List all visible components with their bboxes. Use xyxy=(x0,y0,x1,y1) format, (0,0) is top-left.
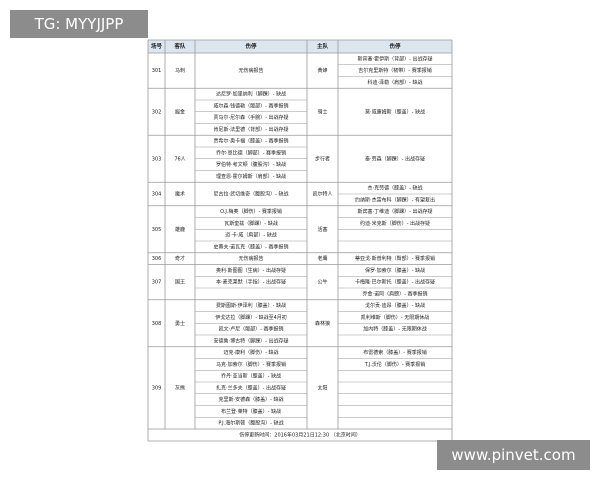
game-no: 302 xyxy=(152,109,162,115)
home-team: 森林狼 xyxy=(315,320,330,327)
home-team: 活塞 xyxy=(317,226,327,233)
injury: 威尔森·钱德勒（髋部）- 赛季报销 xyxy=(214,102,289,109)
header-cell: 伤停 xyxy=(244,42,257,50)
injury: 理查恩·霍尔姆斯（肩部）- 缺战 xyxy=(216,173,286,180)
header-bg xyxy=(148,40,452,53)
away-team: 奇才 xyxy=(175,255,185,262)
injury: 约纳斯·杰雷布科（脚踝）- 有望复出 xyxy=(355,196,435,203)
injury: 扎克·兰多夫（膝盖）- 出战存疑 xyxy=(216,384,286,391)
injury: 迈克·康利（脚伤）- 缺战 xyxy=(224,349,279,356)
injury: 本·麦克莱默（手指）- 出战存疑 xyxy=(216,279,286,286)
away-team: 马刺 xyxy=(175,67,185,74)
injury: 布雷德索（膝盖）- 赛季报销 xyxy=(363,349,426,356)
injury: 瓦斯奎兹（脚踝）- 缺战 xyxy=(224,220,277,227)
home-team: 老鹰 xyxy=(317,255,327,262)
injury: O.J.梅奥（脚伤）- 赛季报销 xyxy=(220,208,282,215)
injury: 贾马尔·尼尔森（手腕）- 出战存疑 xyxy=(214,114,289,121)
injury: 斯宾塞·丁维迪（脚踝）- 出战存疑 xyxy=(358,208,433,215)
header-cell: 伤停 xyxy=(388,42,401,50)
footer: 伤停更新时间：2016年03月21日12:30 （北京时间） xyxy=(239,432,360,439)
injury: 布兰登·莱特（膝盖）- 缺战 xyxy=(221,408,281,415)
injury: 肯尼斯·法里德（背部）- 出战存疑 xyxy=(214,126,289,133)
watermark-top: TG: MYYJJPP xyxy=(10,10,148,38)
injury: 奥利·斯图图（生病）- 出战存疑 xyxy=(216,267,286,274)
home-team: 步行者 xyxy=(315,155,330,162)
injury: 尼古拉·武切维奇（腹股沟）- 缺战 xyxy=(214,191,289,198)
home-team: 凯尔特人 xyxy=(312,191,332,198)
header-cell: 场号 xyxy=(151,42,163,50)
home-team: 黄蜂 xyxy=(317,67,327,74)
home-team: 公牛 xyxy=(317,279,327,286)
injury: 无伤病报告 xyxy=(238,67,263,74)
injury: 莫·威廉姆斯（膝盖）- 缺战 xyxy=(365,108,425,115)
away-team: 勇士 xyxy=(175,320,185,327)
game-no: 308 xyxy=(152,321,162,327)
injury: 克里斯·安德森（膝盖）- 缺战 xyxy=(219,396,284,403)
game-no: 301 xyxy=(152,68,162,74)
injury: 加内特（膝盖）- 无限期休战 xyxy=(363,326,426,333)
away-team: 76人 xyxy=(174,156,185,162)
watermark-bottom: www.pinvet.com xyxy=(437,440,590,470)
game-no: 303 xyxy=(152,156,162,162)
header-cell: 客队 xyxy=(173,42,186,50)
injury: 贾希尔·奥卡福（膝盖）- 赛季报销 xyxy=(214,138,289,145)
injury: 罗伯特·考文顿（腹股沟）- 缺战 xyxy=(216,161,286,168)
away-team: 灰熊 xyxy=(175,384,185,391)
away-team: 雄鹿 xyxy=(175,226,185,233)
injury: 伊戈达拉（脚踝）- 缺战至4月初 xyxy=(215,314,287,321)
game-no: 309 xyxy=(152,385,162,391)
game-no: 306 xyxy=(152,256,162,262)
header-cell: 主队 xyxy=(317,42,329,50)
injury: P.J.海尔斯顿（腹股沟）- 缺战 xyxy=(218,420,283,427)
injury: 乔金·诺阿（肩膀）- 赛季报销 xyxy=(363,290,428,297)
injury: 乔尔·恩比德（脚部）- 赛季报销 xyxy=(216,149,286,156)
injury: 凯利维斯（脚伤）- 无限期休战 xyxy=(361,314,429,321)
injury: 约迪·米克斯（脚伤）- 出战存疑 xyxy=(360,220,430,227)
game-no: 307 xyxy=(152,280,162,286)
away-team: 国王 xyxy=(175,280,185,286)
home-team: 骑士 xyxy=(317,108,327,115)
injury: 泰·劳森（脚踝）- 出战存疑 xyxy=(365,155,425,162)
injury: T.J.沃伦（脚伤）- 赛季报销 xyxy=(364,361,426,368)
injury: 无伤病报告 xyxy=(238,255,263,262)
injury: 凯文·卢尼（髋部）- 赛季报销 xyxy=(219,326,284,333)
injury: 卡梅隆·巴尔斯托（膝盖）- 出战存疑 xyxy=(355,279,435,286)
injury: 安德鲁·博古特（脚踝）- 出战存疑 xyxy=(214,337,289,344)
injury: 保罗·加索尔（膝盖）- 缺战 xyxy=(365,267,425,274)
injury: 吉尔克里斯特（韧带）- 赛季报销 xyxy=(358,67,431,74)
injury: 杰·克劳德（膝盖）- 缺战 xyxy=(368,185,423,192)
away-team: 掘金 xyxy=(175,108,185,115)
injury: 达尼罗·加里纳利（脚踝）- 缺战 xyxy=(216,91,286,98)
game-no: 304 xyxy=(152,192,162,198)
injury: 蒂亚戈·斯普利特（臀部）- 赛季报销 xyxy=(355,255,435,262)
injury: 迈·卡·威（肩部）- 缺战 xyxy=(225,232,277,239)
away-team: 魔术 xyxy=(175,191,185,198)
injury: 乔丹·亚当斯（膝盖）- 缺战 xyxy=(221,373,281,380)
injury: 费斯图斯·伊泽利（膝盖）- 缺战 xyxy=(216,302,286,309)
home-team: 太阳 xyxy=(317,384,327,391)
injury: 斯宾塞·霍伊斯（背部）- 出战存疑 xyxy=(358,55,433,62)
game-no: 305 xyxy=(152,227,162,233)
injury: 戈尔贡·迪昂（膝盖）- 缺战 xyxy=(365,302,425,309)
injury: 马克·加索尔（脚伤）- 赛季报销 xyxy=(216,361,286,368)
injury: 史蒂夫·诺瓦克（膝盖）- 赛季报销 xyxy=(214,243,289,250)
injury: 科迪·泽勒（肩部）- 缺战 xyxy=(368,79,423,86)
